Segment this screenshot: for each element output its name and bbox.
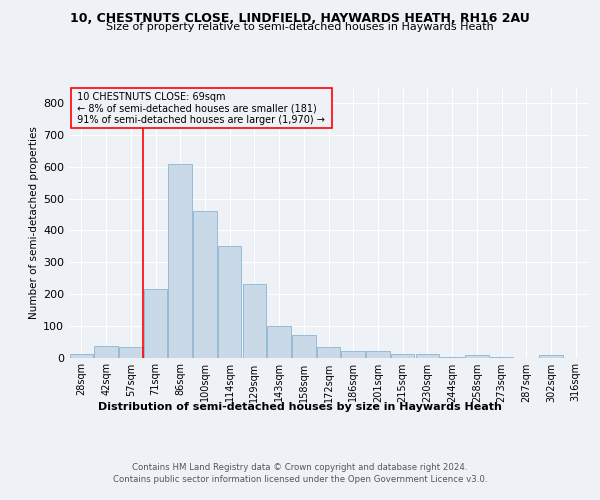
Bar xyxy=(465,356,488,358)
Bar xyxy=(119,346,143,358)
Bar xyxy=(539,356,563,358)
Bar xyxy=(391,354,415,358)
Text: 10, CHESTNUTS CLOSE, LINDFIELD, HAYWARDS HEATH, RH16 2AU: 10, CHESTNUTS CLOSE, LINDFIELD, HAYWARDS… xyxy=(70,12,530,26)
Bar xyxy=(268,326,291,358)
Text: Contains public sector information licensed under the Open Government Licence v3: Contains public sector information licen… xyxy=(113,475,487,484)
Bar xyxy=(70,354,93,358)
Bar xyxy=(416,354,439,358)
Bar xyxy=(292,334,316,357)
Bar xyxy=(94,346,118,358)
Text: Distribution of semi-detached houses by size in Haywards Heath: Distribution of semi-detached houses by … xyxy=(98,402,502,412)
Bar xyxy=(193,212,217,358)
Text: Size of property relative to semi-detached houses in Haywards Heath: Size of property relative to semi-detach… xyxy=(106,22,494,32)
Text: Contains HM Land Registry data © Crown copyright and database right 2024.: Contains HM Land Registry data © Crown c… xyxy=(132,462,468,471)
Bar xyxy=(169,164,192,358)
Bar xyxy=(144,289,167,358)
Y-axis label: Number of semi-detached properties: Number of semi-detached properties xyxy=(29,126,39,319)
Bar xyxy=(242,284,266,358)
Bar xyxy=(218,246,241,358)
Bar xyxy=(366,351,389,358)
Bar xyxy=(317,347,340,358)
Text: 10 CHESTNUTS CLOSE: 69sqm
 ← 8% of semi-detached houses are smaller (181)
 91% o: 10 CHESTNUTS CLOSE: 69sqm ← 8% of semi-d… xyxy=(74,92,328,124)
Bar xyxy=(341,350,365,358)
